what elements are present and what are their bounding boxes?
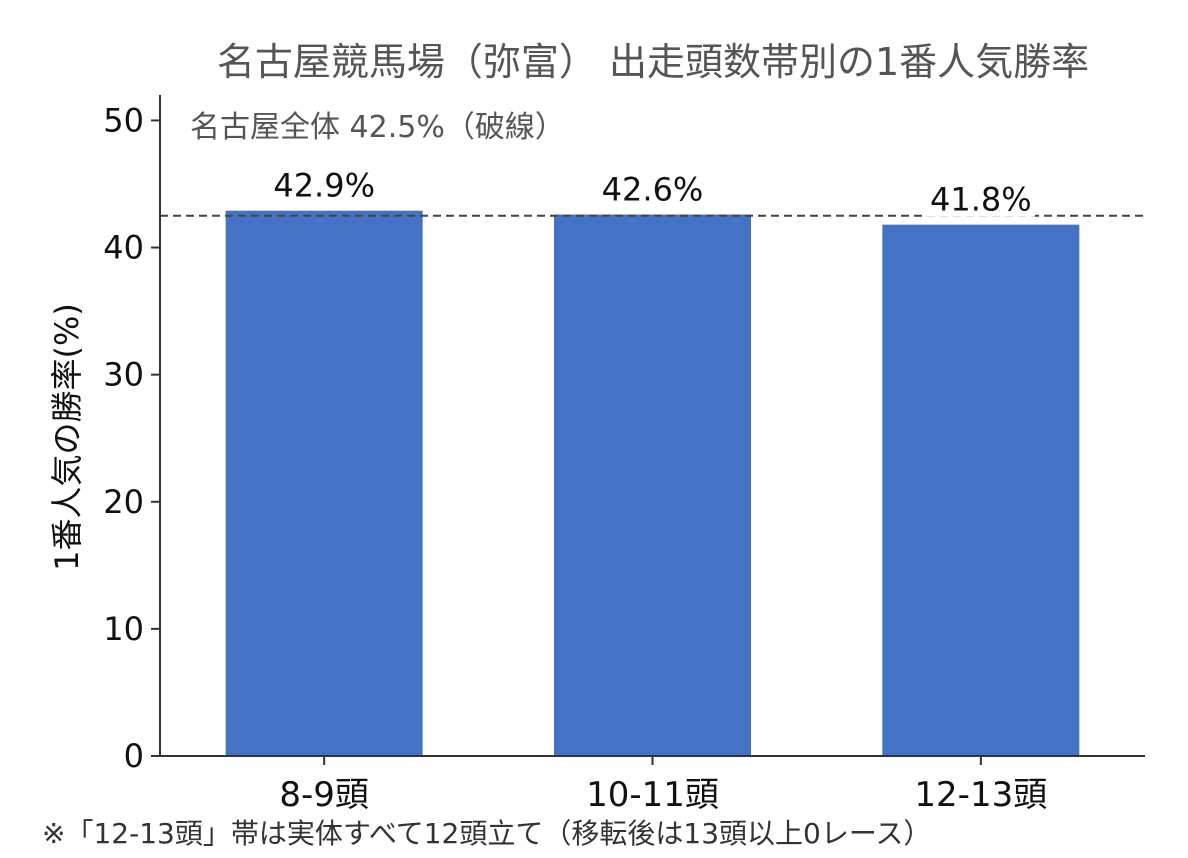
x-tick-label-3: 12-13頭: [914, 775, 1047, 815]
footnote: ※「12-13頭」帯は実体すべて12頭立て（移転後は13頭以上0レース）: [42, 817, 931, 850]
y-tick-label-10: 10: [103, 610, 144, 648]
bar-3: [882, 224, 1080, 756]
data-label-1: 42.9%: [273, 167, 375, 205]
y-axis: 0 10 20 30 40 50: [103, 95, 161, 775]
y-tick-label-30: 30: [103, 356, 144, 394]
data-labels-group: 42.9% 42.6% 41.8%: [270, 164, 1035, 219]
data-label-bg-3: [926, 178, 1035, 217]
x-tick-label-1: 8-9頭: [279, 775, 369, 815]
y-axis-label: 1番人気の勝率(%): [48, 303, 86, 571]
y-tick-label-50: 50: [103, 101, 144, 139]
y-tick-label-0: 0: [124, 737, 144, 775]
x-axis: 8-9頭 10-11頭 12-13頭: [160, 755, 1145, 815]
bar-1: [225, 210, 423, 757]
data-label-bg-2: [598, 168, 707, 207]
y-tick-label-40: 40: [103, 229, 144, 267]
data-label-bg-1: [270, 164, 379, 203]
data-label-3: 41.8%: [930, 181, 1032, 219]
bar-2: [554, 214, 751, 756]
x-tick-label-2: 10-11頭: [586, 775, 719, 815]
y-tick-label-20: 20: [103, 483, 144, 521]
chart-title: 名古屋競馬場（弥富） 出走頭数帯別の1番人気勝率: [217, 40, 1089, 84]
reference-line-annotation: 名古屋全体 42.5%（破線）: [190, 110, 565, 145]
bars-group: [225, 210, 1080, 757]
data-label-2: 42.6%: [602, 170, 704, 208]
